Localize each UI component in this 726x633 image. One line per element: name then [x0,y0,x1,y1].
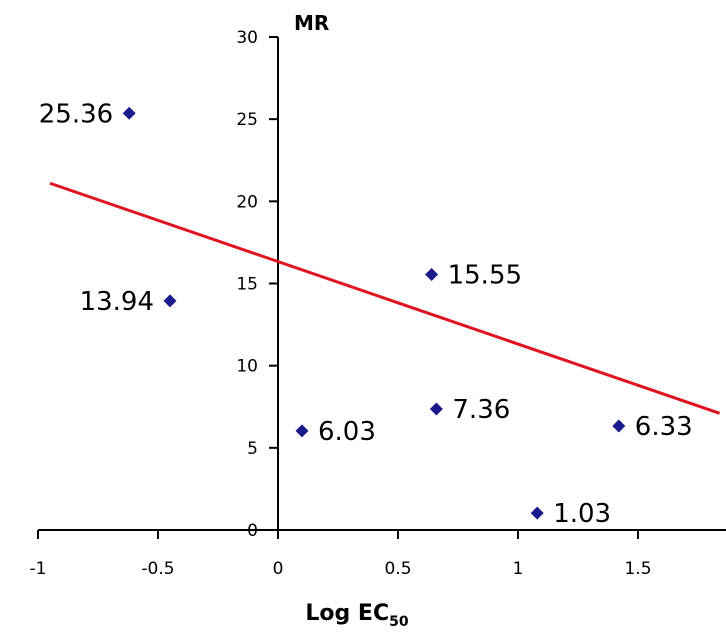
x-axis-title-subscript: 50 [389,614,409,628]
x-tick-label: 0.5 [384,559,411,579]
data-label: 15.55 [448,260,522,290]
data-point [612,419,626,433]
data-label: 13.94 [80,287,154,317]
data-point [425,267,439,281]
y-tick-label: 10 [236,357,258,377]
y-axis-title: MR [294,11,329,35]
y-tick-label: 20 [236,192,258,212]
y-tick-label: 5 [247,439,258,459]
data-point [122,106,136,120]
data-label: 6.03 [318,417,376,447]
x-axis-title: Log EC50 [305,601,408,628]
data-point [530,506,544,520]
data-label: 7.36 [452,395,510,425]
y-tick-label: 15 [236,275,258,295]
x-tick-label: 1 [513,559,524,579]
data-label: 25.36 [39,99,113,129]
y-tick-label: 0 [247,521,258,541]
y-tick-label: 30 [236,28,258,48]
y-tick-label: 25 [236,110,258,130]
x-tick-label: 1.5 [624,559,651,579]
x-tick-label: -0.5 [141,559,174,579]
data-point [429,402,443,416]
data-label: 6.33 [635,412,693,442]
data-point [163,294,177,308]
data-label: 1.03 [553,499,611,529]
x-tick-label: -1 [30,559,47,579]
x-axis-title-main: Log EC [305,601,389,626]
x-tick-label: 0 [273,559,284,579]
data-point [295,424,309,438]
trendline [49,181,721,415]
